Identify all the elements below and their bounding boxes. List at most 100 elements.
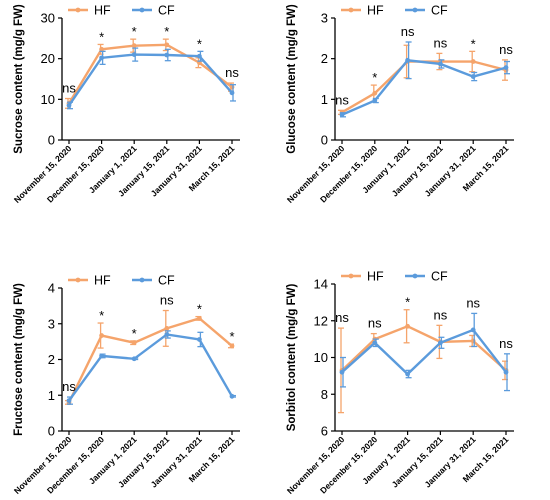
data-point-CF [164,332,170,337]
data-point-HF [99,333,104,338]
significance-label: ns [62,379,76,394]
data-point-CF [131,52,137,57]
data-point-HF [99,46,104,52]
x-tick-label: November 15, 2020 [285,434,347,496]
y-tick-label: 3 [321,11,328,26]
significance-label: * [197,36,202,51]
x-tick-label: December 15, 2020 [45,434,106,495]
data-point-CF [99,55,104,61]
legend-label-HF: HF [94,274,111,288]
legend: HF CF [68,4,175,18]
legend-label-HF: HF [367,4,384,18]
data-point-CF [164,52,170,58]
series-line-CF [68,333,234,402]
series-line-HF [67,317,233,403]
y-tick-label: 6 [321,424,328,439]
y-tick-label: 8 [321,387,328,402]
significance-label: * [372,70,377,85]
data-point-CF [372,98,378,103]
y-tick-label: 20 [41,51,55,66]
series-line-CF [341,59,507,116]
significance-label: * [164,24,169,39]
data-point-CF [470,327,476,333]
data-point-CF [503,65,509,71]
legend-marker-HF [348,273,354,279]
legend-marker-CF [139,7,145,13]
chart-panel-4: 6 8 10 12 14 Sorbitol content (mg/g FW) Novemb… [285,270,514,496]
data-point-CF [197,337,202,342]
significance-label: ns [434,307,448,322]
data-point-CF [470,74,476,79]
y-axis-title: Sucrose content (mg/g FW) [13,4,25,154]
legend-marker-HF [348,7,354,13]
significance-label: ns [335,310,349,325]
significance-label: ns [225,65,239,80]
data-point-HF [470,338,476,344]
legend-marker-HF [75,277,81,283]
legend: HF CF [68,274,175,288]
significance-label: ns [466,295,480,310]
legend: HF CF [341,4,448,18]
data-point-HF [229,343,235,349]
x-tick-label: December 15, 2020 [45,143,106,204]
y-tick-label: 0 [48,424,55,439]
y-tick-label: 12 [314,313,328,328]
data-point-CF [339,112,345,118]
significance-label: * [99,308,104,323]
series-line-HF [341,324,507,372]
x-tick-label: November 15, 2020 [12,434,74,496]
data-point-CF [66,103,72,108]
legend-marker-CF [139,277,145,283]
y-tick-label: 30 [41,11,55,26]
data-point-HF [229,84,235,90]
significance-label: ns [62,81,76,96]
data-point-CF [197,53,202,59]
legend-marker-HF [75,7,81,13]
y-axis-title: Glucose content (mg/g FW) [286,4,298,154]
legend-label-CF: CF [431,270,448,284]
data-point-CF [99,353,104,359]
data-point-HF [372,90,378,96]
y-tick-label: 10 [314,350,328,365]
data-point-CF [372,340,378,346]
x-tick-label: December 15, 2020 [318,434,379,495]
y-axis-title: Fructose content (mg/g FW) [13,283,25,436]
significance-label: * [405,295,410,310]
significance-label: * [471,36,476,51]
y-tick-label: 2 [48,352,55,367]
legend-label-CF: CF [431,4,448,18]
data-point-HF [405,323,410,329]
legend-marker-CF [412,273,418,279]
data-point-HF [164,325,170,331]
data-point-CF [229,90,235,96]
y-tick-label: 10 [41,92,55,107]
data-point-CF [405,57,410,63]
significance-label: ns [335,92,349,107]
data-point-HF [197,315,202,321]
data-point-CF [438,61,443,67]
y-tick-label: 0 [321,133,328,148]
data-point-CF [503,369,509,375]
significance-label: ns [499,336,513,351]
y-tick-label: 4 [48,281,55,296]
legend-label-CF: CF [158,4,175,18]
series-line-CF [68,53,233,107]
significance-label: ns [499,42,513,57]
y-tick-label: 14 [314,277,328,292]
data-point-HF [164,42,170,48]
significance-label: ns [401,24,415,39]
data-point-HF [131,340,137,346]
data-point-CF [66,398,72,404]
significance-label: ns [160,293,174,308]
data-point-CF [339,369,345,375]
legend: HF CF [341,270,448,284]
significance-label: * [229,329,234,344]
legend-marker-CF [412,7,418,13]
x-tick-label: December 15, 2020 [318,143,379,204]
data-point-HF [131,43,137,49]
data-point-CF [438,340,443,346]
series-line-CF [341,328,507,376]
